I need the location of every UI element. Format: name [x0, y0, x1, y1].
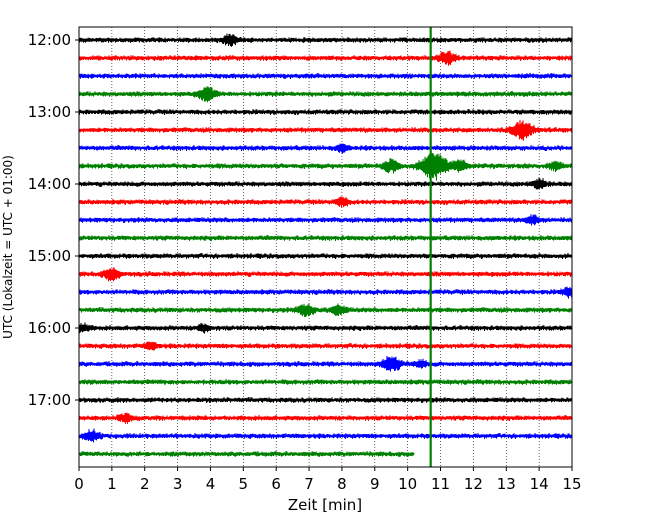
y-tick-label: 14:00: [28, 175, 71, 193]
trace-line: [78, 451, 415, 458]
y-tick-label: 12:00: [28, 31, 71, 49]
trace-line: [78, 143, 573, 154]
y-tick-label: 16:00: [28, 319, 71, 337]
grid-lines: [111, 27, 540, 467]
trace-line: [78, 86, 573, 103]
trace-line: [78, 252, 573, 259]
x-tick-label: 15: [562, 475, 581, 493]
plot-frame: [78, 26, 573, 468]
x-axis-ticks: 0 1 2 3 4 5 6 7 8 9 10 11 12 13 14 15: [74, 467, 582, 493]
x-tick-label: 10: [398, 475, 417, 493]
x-tick-label: 8: [337, 475, 347, 493]
x-tick-label: 0: [74, 475, 84, 493]
x-tick-label: 1: [107, 475, 117, 493]
trace-line: [78, 214, 573, 226]
x-tick-label: 3: [173, 475, 183, 493]
trace-line: [78, 73, 573, 79]
trace-line: [78, 235, 573, 241]
trace-line: [78, 119, 573, 141]
trace-line: [78, 196, 573, 208]
trace-line: [78, 341, 573, 351]
y-tick-label: 17:00: [28, 391, 71, 409]
trace-line: [78, 322, 573, 334]
trace-line: [78, 378, 573, 385]
trace-line: [78, 397, 573, 404]
trace-line: [78, 108, 573, 115]
x-tick-label: 12: [464, 475, 483, 493]
x-tick-label: 6: [271, 475, 281, 493]
x-tick-label: 5: [239, 475, 249, 493]
y-axis-label: UTC (Lokalzeit = UTC + 01:00): [1, 155, 15, 339]
x-tick-label: 14: [530, 475, 549, 493]
trace-line: [78, 33, 573, 47]
trace-line: [78, 412, 573, 424]
y-tick-label: 15:00: [28, 247, 71, 265]
x-tick-label: 4: [206, 475, 216, 493]
trace-line: [78, 267, 573, 282]
trace-line: [78, 50, 573, 66]
trace-line: [78, 286, 573, 299]
seismic-traces: [78, 33, 573, 458]
trace-line: [78, 152, 573, 181]
trace-line: [78, 428, 573, 443]
x-axis-label: Zeit [min]: [288, 496, 362, 514]
x-tick-label: 2: [140, 475, 150, 493]
y-tick-label: 13:00: [28, 103, 71, 121]
trace-line: [78, 303, 573, 317]
y-axis-ticks: 12:00 13:00 14:00 15:00 16:00 17:00: [28, 31, 79, 409]
trace-line: [78, 177, 573, 190]
x-tick-label: 9: [370, 475, 380, 493]
x-tick-label: 11: [431, 475, 450, 493]
x-tick-label: 13: [497, 475, 516, 493]
trace-line: [78, 355, 573, 372]
x-tick-label: 7: [304, 475, 314, 493]
